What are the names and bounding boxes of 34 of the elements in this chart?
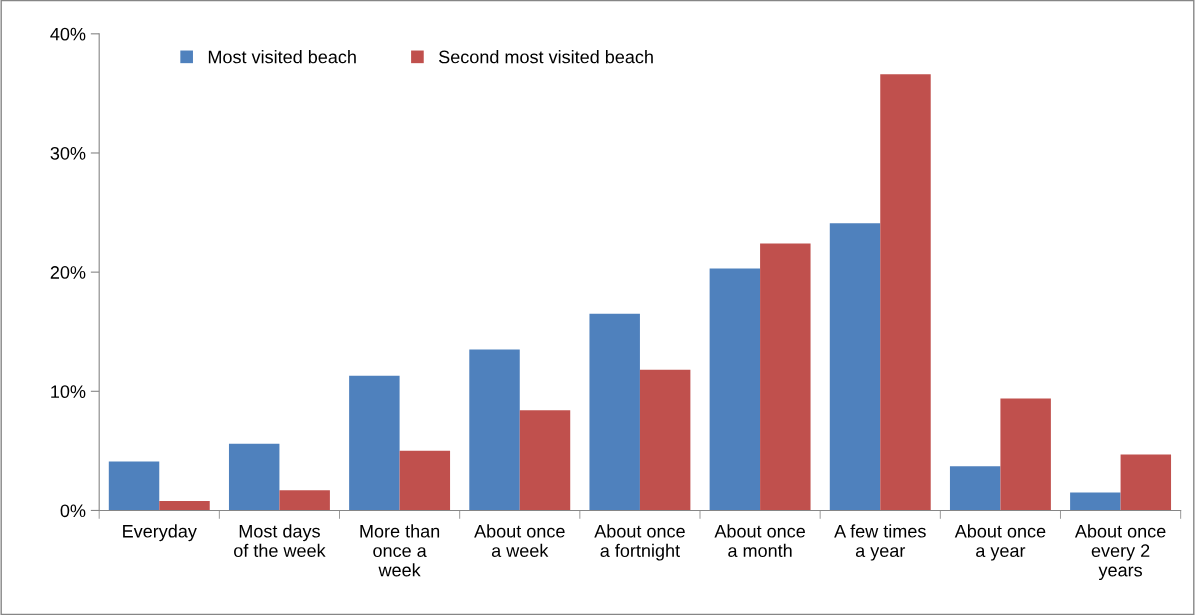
bar [279,490,330,511]
y-tick-label: 20% [50,266,86,279]
x-tick-label: Most days of the week [234,524,326,558]
x-tick-label: About once a fortnight [594,524,685,561]
y-tick-label: 0% [60,504,86,518]
bar [760,243,811,511]
y-tick-label: 30% [50,146,86,160]
y-tick-label: 10% [51,385,86,399]
x-tick-label: About once a week [474,524,565,558]
x-tick-label: More than once a week [360,524,440,577]
bar [399,450,451,511]
bar [1070,492,1121,511]
bar [589,313,640,511]
bar [880,74,931,511]
x-tick-label: A few times a year [834,524,926,561]
bar [829,223,881,511]
bar [1000,398,1051,511]
x-tick-label: About once every 2 years [1074,524,1166,581]
legend-label: Most visited beach [208,50,356,64]
x-tick-label: Everyday [123,524,197,542]
bar [469,349,520,511]
bar [349,375,400,511]
bar [949,466,1001,511]
bar [1120,454,1172,511]
y-tick-label: 40% [50,27,86,41]
x-tick-label: About once a year [954,524,1046,561]
x-tick-label: About once a month [714,524,805,558]
bar [639,369,691,511]
legend-label: Second most visited beach [439,50,653,64]
bar [108,461,160,511]
bar [159,500,210,511]
bar [709,268,761,511]
bar [228,443,280,511]
bar [519,410,571,511]
